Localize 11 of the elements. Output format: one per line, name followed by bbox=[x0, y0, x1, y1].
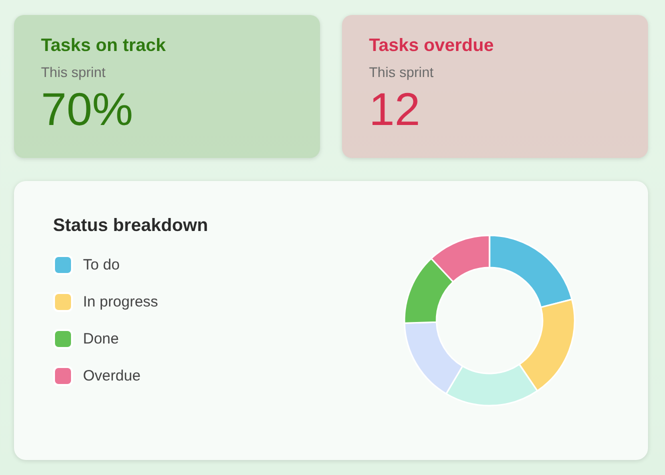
text: This sprint bbox=[369, 64, 435, 80]
text: This sprint bbox=[41, 64, 107, 80]
legend-label: Overdue bbox=[83, 368, 141, 384]
legend-label: In progress bbox=[83, 294, 158, 310]
chart-title: Status breakdown bbox=[53, 215, 208, 235]
legend-label: To do bbox=[83, 256, 120, 274]
text: Tasks overdue bbox=[369, 35, 495, 56]
text: Tasks on track bbox=[41, 35, 167, 56]
text: 12 bbox=[369, 82, 422, 136]
legend-label: Done bbox=[83, 330, 119, 348]
text: 70% bbox=[41, 82, 134, 136]
